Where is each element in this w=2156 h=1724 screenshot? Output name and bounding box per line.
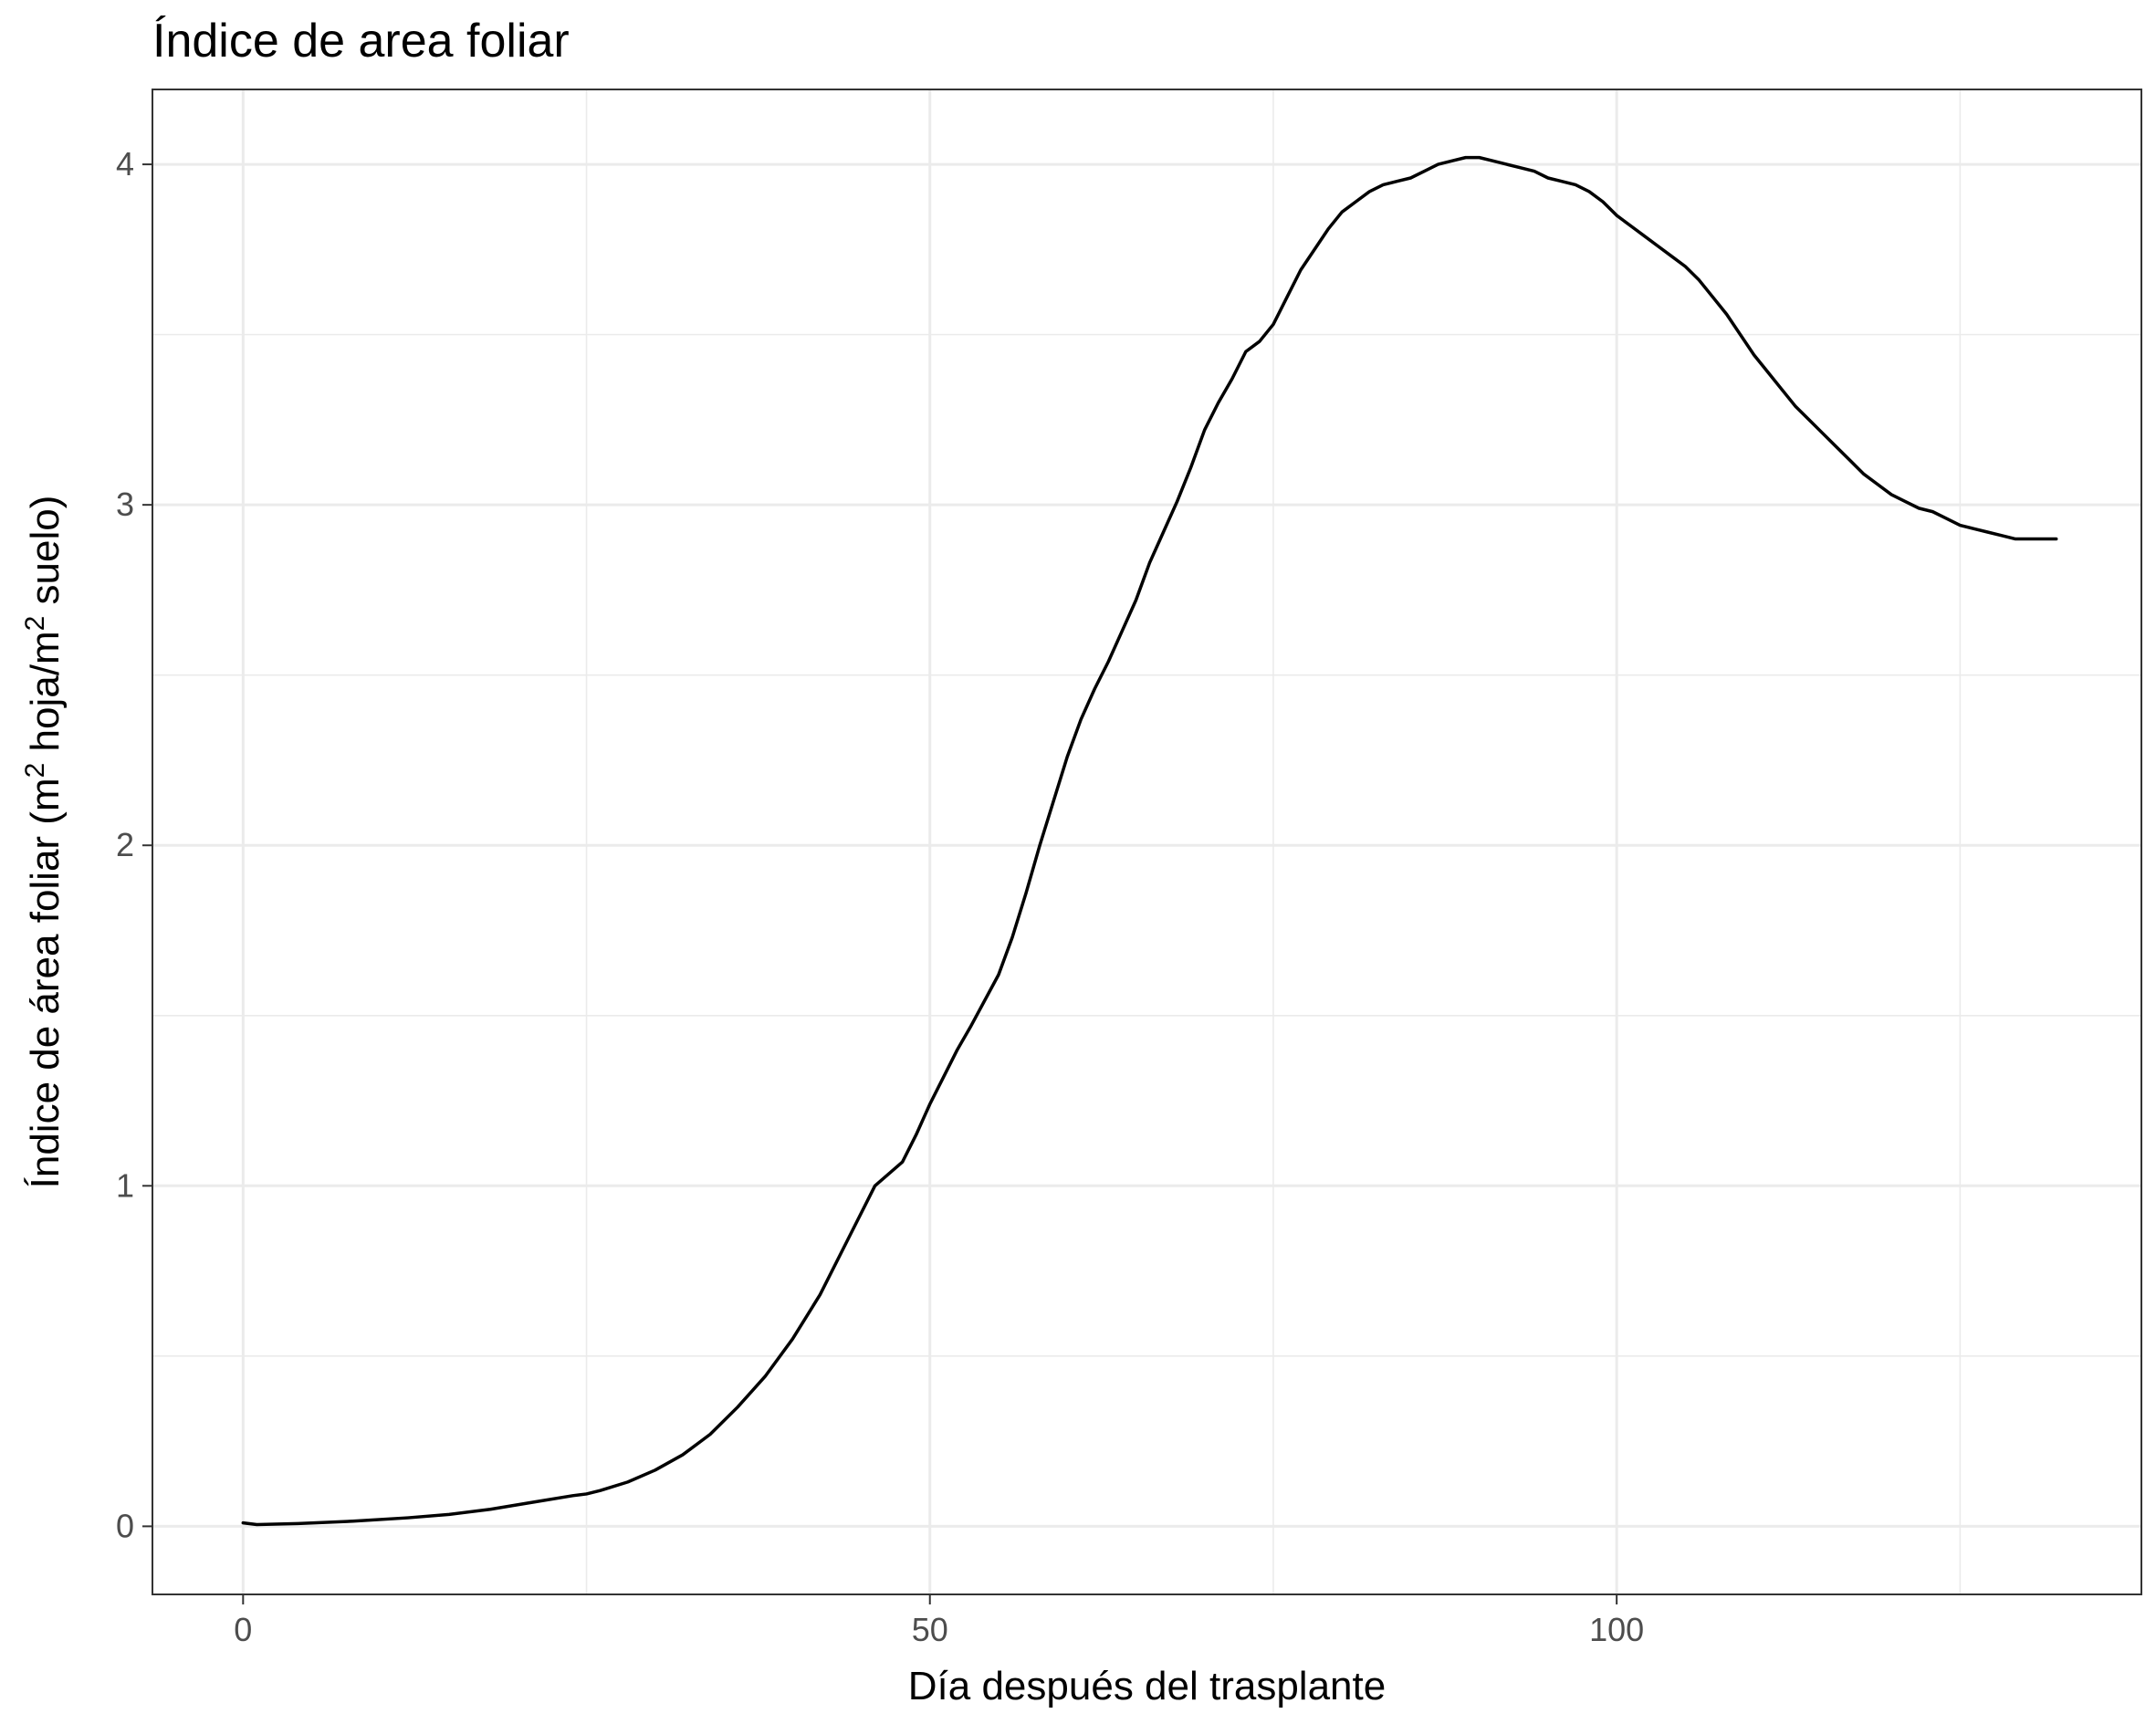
y-tick-label: 1 [116,1166,134,1204]
leaf-area-index-line [241,155,2058,1527]
y-tick-label: 3 [116,486,134,523]
y-tick-label: 4 [116,145,134,183]
x-tick-label: 50 [912,1611,948,1648]
y-axis-title-superscript: 2 [20,616,50,632]
grid [152,89,2141,1594]
y-tick-label: 0 [116,1507,134,1544]
axis-ticks: 0 50 100 0 1 2 3 4 [116,145,1644,1648]
x-tick-label: 100 [1589,1611,1644,1648]
y-axis-title-superscript: 2 [20,763,50,778]
x-axis-title: Día después del trasplante [908,1664,1386,1708]
y-tick-label: 2 [116,826,134,863]
y-axis-title: Índice de área foliar (m2 hoja/m2 suelo) [20,496,68,1189]
panel-border [152,89,2142,1595]
y-axis-title-text: hoja/m [23,631,68,762]
x-tick-label: 0 [234,1611,252,1648]
y-axis-title-text: suelo) [23,496,68,616]
y-axis-title-text: Índice de área foliar (m [23,778,68,1188]
chart-title: Índice de area foliar [152,15,570,68]
